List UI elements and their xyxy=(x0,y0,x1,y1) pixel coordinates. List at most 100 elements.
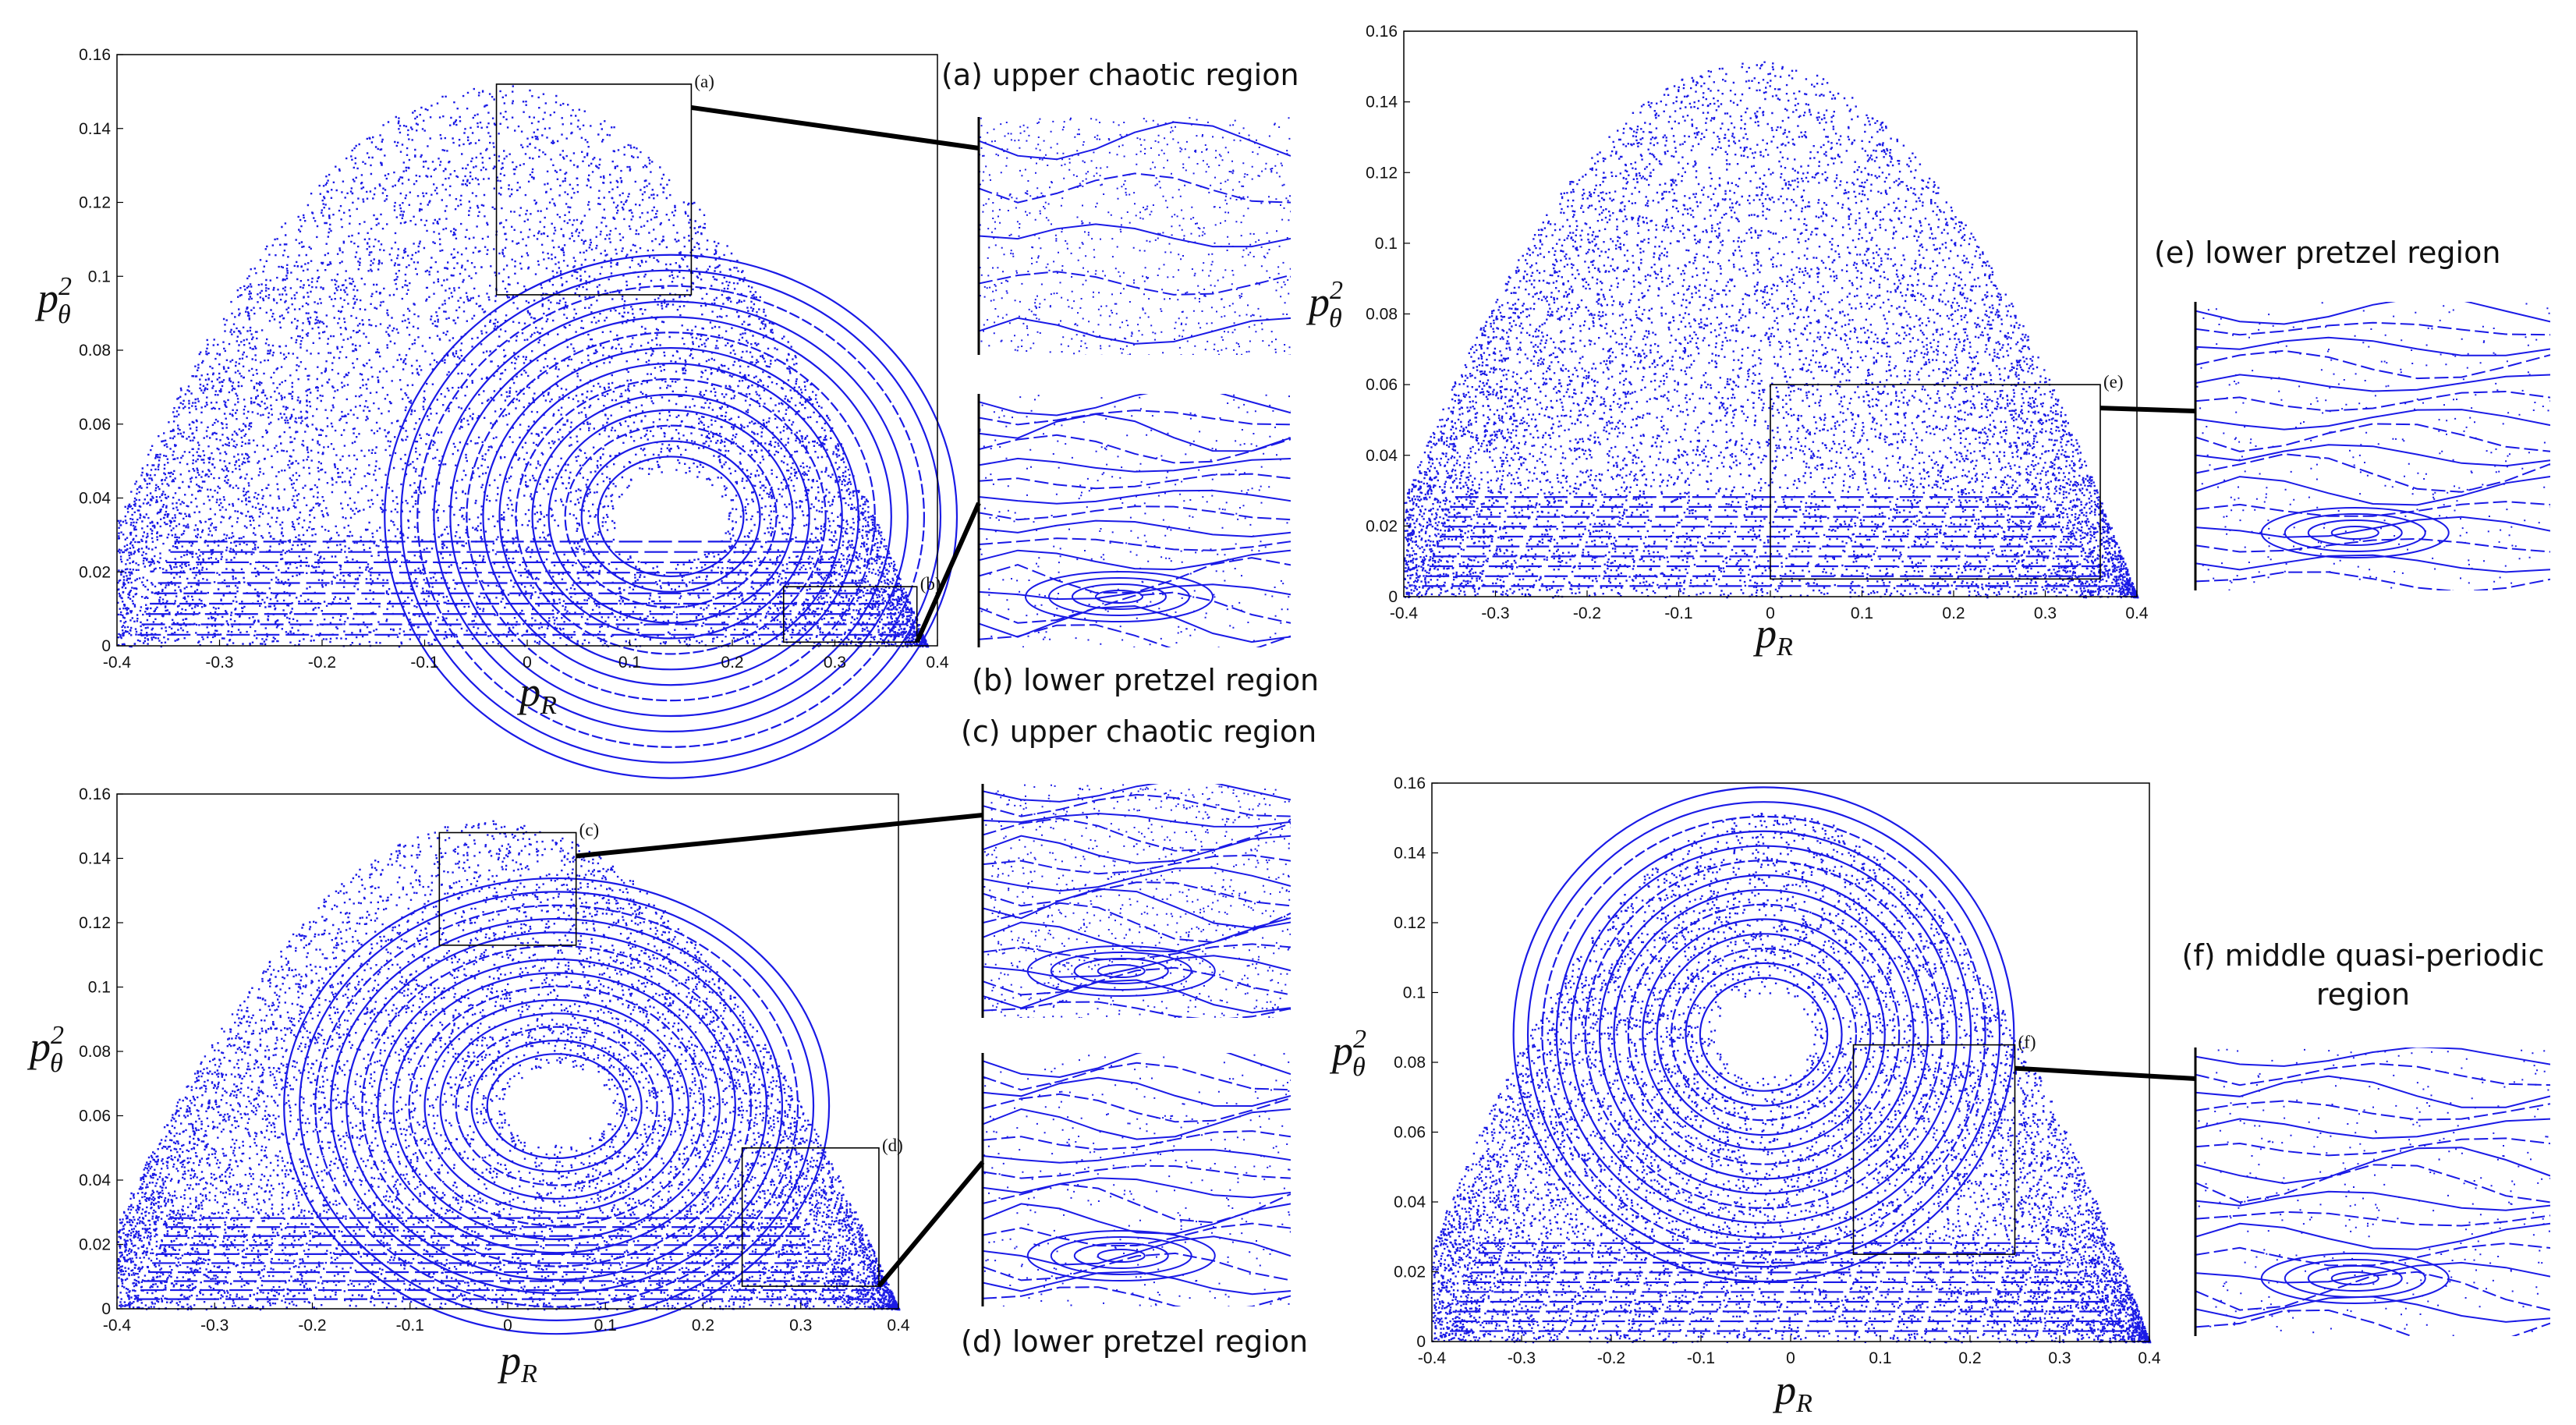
zoom-connector xyxy=(2014,1065,2196,1081)
plot-top-left: -0.4 -0.3 -0.2 -0.1 0 0.1 0.2 0.3 0.4 0 0.02 0.04 0.… xyxy=(34,46,958,779)
inset-curve xyxy=(979,413,1291,452)
inset-curve xyxy=(983,1053,1291,1079)
chaotic-dots xyxy=(117,85,930,648)
inset-loop xyxy=(2284,513,2426,552)
y-tick-label: 0.12 xyxy=(1366,164,1398,182)
y-tick-label: 0.02 xyxy=(79,563,111,581)
torus-curve xyxy=(486,1053,627,1160)
torus-curve xyxy=(449,316,892,718)
y-tick-label: 0.06 xyxy=(1366,376,1398,394)
x-tick-label: 0 xyxy=(1786,1349,1795,1367)
inset-points xyxy=(2195,1047,2550,1336)
torus-curve xyxy=(299,891,815,1321)
inset-curve xyxy=(983,966,1291,996)
inset-chaotic xyxy=(690,105,1291,355)
inset-curve xyxy=(983,817,1291,852)
torus-curve xyxy=(283,877,831,1335)
inset-points xyxy=(2195,302,2550,590)
inset-quasi-periodic xyxy=(2014,1047,2550,1336)
ticks: -0.4 -0.3 -0.2 -0.1 0 0.1 0.2 0.3 0.4 0 0.02 0.04 0.… xyxy=(1366,23,2149,622)
inset-curve xyxy=(979,624,1291,647)
zoom-box-letter: (e) xyxy=(2103,372,2124,392)
zoom-connector xyxy=(2099,406,2196,413)
y-axis-label: p2 θ xyxy=(1329,1025,1366,1082)
torus-curve xyxy=(1627,903,1901,1165)
inset-curve xyxy=(983,1252,1291,1281)
zoom-box xyxy=(1852,1044,2016,1255)
inset-loop xyxy=(2284,1259,2426,1298)
inset-curve xyxy=(2195,1164,2550,1203)
x-tick-label: 0.2 xyxy=(1958,1349,1981,1367)
x-tick-label: 0.4 xyxy=(926,654,949,672)
inset-curve xyxy=(983,1182,1291,1224)
torus-curve xyxy=(1670,948,1858,1122)
y-axis-label: p2 θ xyxy=(34,272,72,329)
inset-curve xyxy=(983,1130,1291,1150)
x-tick-label: -0.2 xyxy=(308,654,336,672)
poincare-points xyxy=(1432,813,2152,1344)
inset-curve xyxy=(983,784,1291,803)
inset-curve xyxy=(2195,501,2550,517)
x-tick-label: 0.1 xyxy=(1869,1349,1891,1367)
zoom-box-letter: (c) xyxy=(579,821,600,840)
inset-loop xyxy=(1026,945,1216,997)
y-tick-label: 0.1 xyxy=(1375,235,1398,253)
torus-curve xyxy=(361,945,752,1267)
zoom-connector xyxy=(576,813,983,859)
inset-loop xyxy=(1026,1230,1216,1281)
y-tick-label: 0.1 xyxy=(88,979,111,997)
x-tick-label: -0.4 xyxy=(103,1317,132,1335)
y-axis-label: p2 θ xyxy=(27,1021,64,1078)
plot-bottom-left: -0.4 -0.3 -0.2 -0.1 0 0.1 0.2 0.3 0.4 0 0.02 0.04 0.… xyxy=(27,785,910,1388)
inset-curve xyxy=(979,457,1291,473)
x-tick-label: -0.2 xyxy=(1573,604,1601,622)
inset-curve xyxy=(983,979,1291,1014)
inset-curve xyxy=(983,1149,1291,1164)
inset-loop xyxy=(1048,577,1190,616)
inset-curve xyxy=(979,394,1291,417)
inset-curve xyxy=(983,902,1291,944)
inset-curve xyxy=(2195,1271,2550,1311)
inset-curve xyxy=(983,854,1291,875)
x-tick-label: 0 xyxy=(503,1317,512,1335)
inset-curve xyxy=(2195,302,2550,325)
y-tick-label: 0.02 xyxy=(1366,517,1398,535)
x-axis-label: pR xyxy=(1752,610,1793,661)
inset-curve xyxy=(2195,1137,2550,1157)
inset-loop xyxy=(1073,1242,1169,1269)
y-axis-label: p2 θ xyxy=(1306,276,1343,333)
x-tick-label: 0.3 xyxy=(789,1317,812,1335)
axes-frame xyxy=(116,54,938,647)
torus-curve xyxy=(1555,830,1972,1239)
y-tick-label: 0.08 xyxy=(1394,1054,1426,1072)
torus-curve xyxy=(1699,977,1829,1092)
inset-caption-f: (f) middle quasi-periodic region xyxy=(2181,938,2545,1012)
x-tick-label: -0.1 xyxy=(396,1317,424,1335)
torus-curve xyxy=(1526,801,2001,1268)
inset-curve xyxy=(2195,571,2550,590)
y-tick-label: 0.08 xyxy=(79,1043,111,1061)
ticks: -0.4 -0.3 -0.2 -0.1 0 0.1 0.2 0.3 0.4 0 0.02 0.04 0.… xyxy=(79,785,910,1335)
torus-curve xyxy=(330,917,784,1295)
torus-curve xyxy=(439,1012,674,1200)
torus-curve xyxy=(384,253,958,779)
inset-curve xyxy=(979,409,1291,426)
inset-curve xyxy=(2195,476,2550,506)
inset-curve xyxy=(983,1235,1291,1266)
torus-curve xyxy=(423,998,689,1214)
y-tick-label: 0.04 xyxy=(79,490,111,508)
inset-loop xyxy=(2260,507,2450,558)
inset-loop xyxy=(2307,519,2403,546)
y-tick-label: 0.14 xyxy=(1366,94,1398,112)
ticks: -0.4 -0.3 -0.2 -0.1 0 0.1 0.2 0.3 0.4 0 0.02 0.04 0.… xyxy=(79,46,949,672)
inset-curve xyxy=(2195,321,2550,336)
invariant-curves xyxy=(137,253,958,779)
x-tick-label: 0.1 xyxy=(594,1317,617,1335)
inset-curve xyxy=(2195,1118,2550,1140)
inset-loop xyxy=(1050,952,1192,991)
inset-caption-c: (c) upper chaotic region xyxy=(961,714,1317,749)
inset-points xyxy=(983,784,1291,1018)
inset-pretzel-dense xyxy=(2099,302,2550,590)
torus-curve xyxy=(455,1026,658,1186)
x-tick-label: 0.2 xyxy=(721,654,743,672)
